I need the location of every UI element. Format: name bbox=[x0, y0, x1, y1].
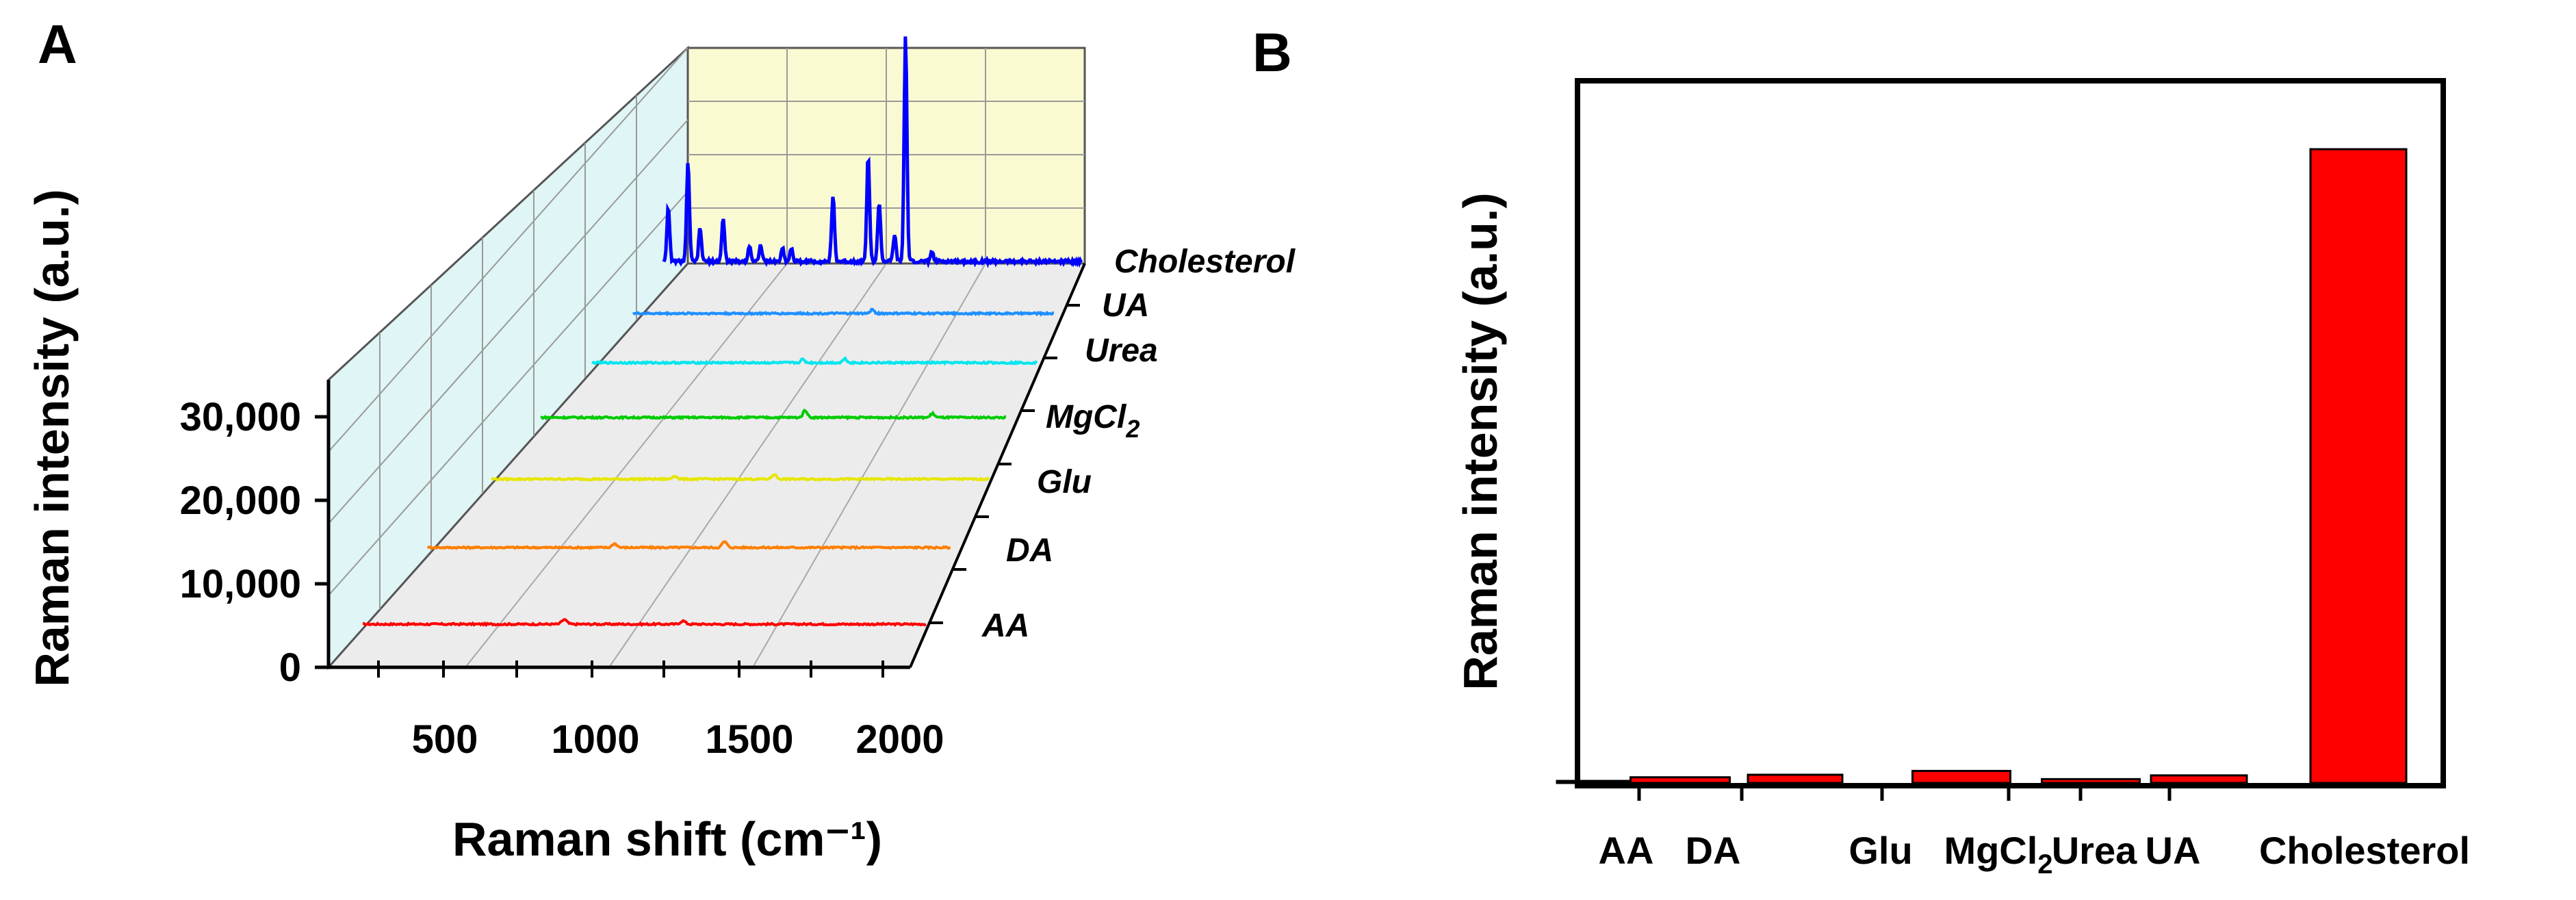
panel-a-x-axis-title: Raman shift (cm⁻¹) bbox=[452, 812, 882, 866]
y-tick-label: 10,000 bbox=[180, 562, 301, 606]
spectrum-line-ua bbox=[632, 307, 1055, 317]
bar-category-label: MgCl2 bbox=[1944, 829, 2052, 879]
bar-category-label: UA bbox=[2146, 829, 2201, 872]
x-tick-label: 500 bbox=[412, 717, 478, 762]
spectrum-label-mgcl2-base: MgCl bbox=[1046, 399, 1127, 435]
bar-category-label: Cholesterol bbox=[2259, 829, 2470, 872]
bar-urea bbox=[2041, 777, 2141, 784]
spectrum-label-cholesterol: Cholesterol bbox=[1114, 244, 1296, 280]
bar-category-label: Glu bbox=[1849, 829, 1912, 872]
back-wall-grid bbox=[688, 48, 1085, 263]
bar-category-label: AA bbox=[1599, 829, 1654, 872]
bar-ua bbox=[2150, 774, 2248, 784]
y-tick-label: 0 bbox=[279, 645, 301, 690]
panel-b-letter: B bbox=[1252, 22, 1292, 83]
side-wall-grid bbox=[328, 47, 688, 609]
spectrum-line-urea bbox=[591, 356, 1038, 366]
y-axis-ticks bbox=[315, 415, 329, 669]
spectrum-label-mgcl2-sub: 2 bbox=[1125, 415, 1139, 443]
spectra-group bbox=[362, 36, 1083, 628]
spectrum-label-aa: AA bbox=[981, 608, 1029, 644]
bar-plot-frame bbox=[1575, 78, 2446, 788]
spectrum-line-mgcl2 bbox=[540, 408, 1007, 421]
spectrum-label-mgcl2: MgCl2 bbox=[1046, 399, 1139, 443]
depth-axis-line bbox=[909, 263, 1086, 668]
bar-da bbox=[1630, 776, 1731, 784]
panel-a-waterfall-chart: AA DA Glu MgCl2 Urea UA Cholesterol 0 10… bbox=[25, 36, 1296, 866]
floor-grid bbox=[465, 263, 986, 668]
spectrum-label-urea: Urea bbox=[1085, 333, 1158, 369]
bar-glu bbox=[1747, 773, 1844, 784]
spectrum-line-aa bbox=[362, 618, 927, 628]
x-tick-label: 1000 bbox=[551, 717, 639, 762]
spectrum-label-ua: UA bbox=[1102, 287, 1149, 324]
spectrum-line-glu bbox=[491, 473, 990, 483]
bar-category-label: Urea bbox=[2052, 829, 2137, 872]
y-tick-label: 20,000 bbox=[180, 478, 301, 523]
x-tick-label: 2000 bbox=[855, 717, 944, 762]
bar-category-label: DA bbox=[1686, 829, 1741, 872]
x-axis-ticks bbox=[377, 660, 884, 678]
panel-a-letter: A bbox=[38, 14, 77, 75]
spectrum-line-cholesterol bbox=[662, 36, 1083, 269]
x-tick-label: 1500 bbox=[705, 717, 793, 762]
spectrum-label-glu: Glu bbox=[1037, 464, 1092, 500]
spectrum-line-da bbox=[426, 540, 951, 551]
bar-x-ticks bbox=[1637, 786, 2172, 801]
depth-axis-ticks bbox=[929, 304, 1080, 624]
spectrum-label-da: DA bbox=[1006, 532, 1053, 569]
y-tick-label: 30,000 bbox=[180, 395, 301, 439]
bar-cholesterol bbox=[2309, 148, 2408, 784]
panel-b-y-axis-title: Raman intensity (a.u.) bbox=[1454, 192, 1507, 690]
bar-mgcl2 bbox=[1911, 769, 2011, 784]
panel-a-y-axis-title: Raman intensity (a.u.) bbox=[25, 189, 79, 686]
bars-group bbox=[1556, 148, 2408, 784]
